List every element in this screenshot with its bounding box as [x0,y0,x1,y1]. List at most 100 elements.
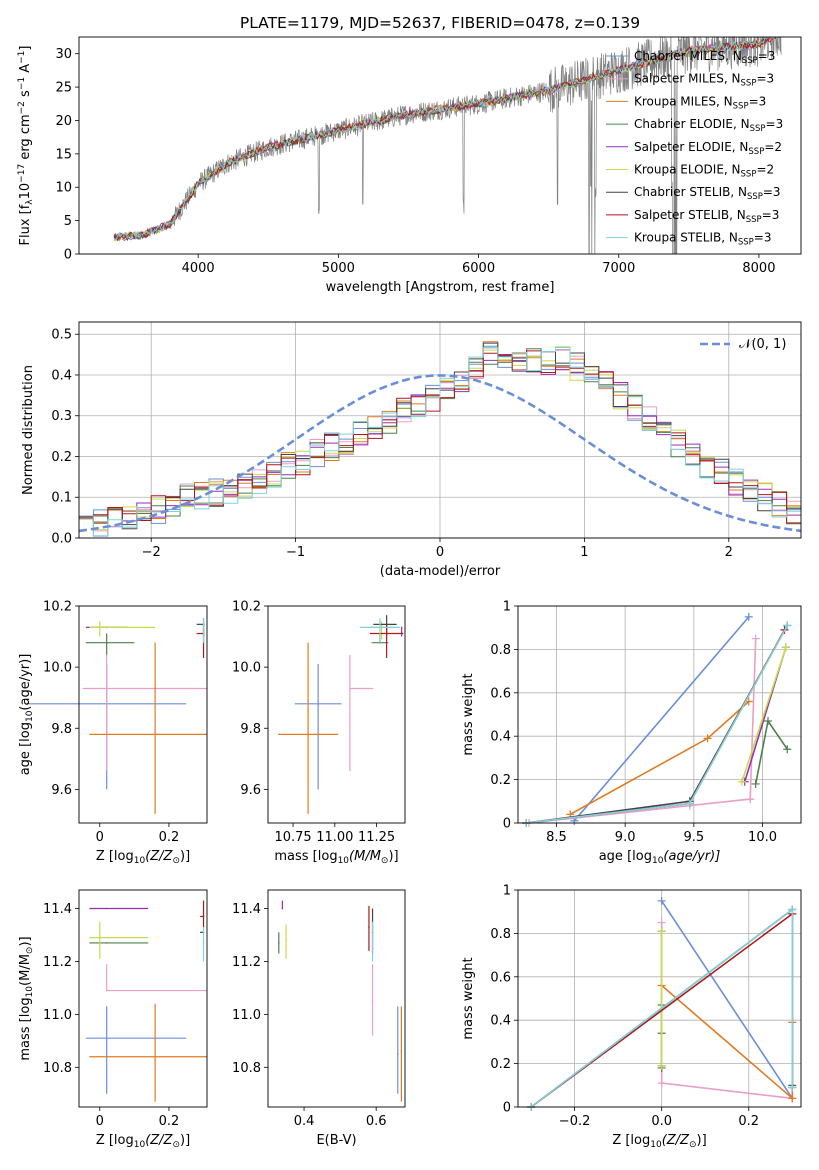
weight-marker [703,734,712,743]
y-tick-label: 9.6 [240,783,261,798]
legend-label: Chabrier MILES, N [634,49,742,63]
y-axis-label: mass weight [461,957,476,1039]
label-part: ⊙ [172,856,180,866]
data-point [349,687,351,690]
legend-sub: SSP [741,79,757,89]
label-part: 10 [134,1140,146,1150]
axes-frame [78,36,802,255]
label-part: ] [18,46,33,51]
x-axis-label: age [log10(age/yr)] [599,849,721,866]
axes-frame [267,889,406,1108]
label-part: (M/M [349,849,381,864]
x-tick-label: −0.2 [559,1114,591,1129]
data-point [105,989,108,992]
legend-label: Kroupa STELIB, N [634,231,738,245]
y-tick-label: 10.0 [43,661,72,676]
label-part: (age/yr)] [18,654,33,711]
legend-sub: SSP [750,124,766,134]
y-tick-label: 0.3 [51,409,72,424]
data-point [154,733,156,736]
age-vs-mass-panel: 10.75 11.00 11.25 9.6 9.8 10.0 10.2 mass [log10… [232,600,406,866]
x-tick-label: 0.4 [294,1114,315,1129]
y-tick-label: 0 [64,248,72,263]
spectrum-panel: 4000 5000 6000 7000 8000 0 5 10 15 20 25 30 waveleng… [17,36,802,295]
data-point [385,632,388,635]
weight-marker [783,621,792,630]
label-part: mass [log [274,849,337,864]
label-part: (Z/Z [145,1133,173,1148]
legend-suffix: =3 [762,208,780,222]
y-tick-label: 0.1 [51,491,72,506]
y-tick-label: 30 [55,47,72,62]
label-part: 10 [650,1140,662,1150]
data-point [307,733,309,736]
x-tick-label: 10.75 [274,830,311,845]
x-tick-label: 9.0 [615,830,636,845]
label-part: Z [log [96,849,134,864]
legend-entry: Chabrier STELIB, NSSP=3 [634,185,781,202]
weight-line [661,900,793,1099]
x-tick-label: 4000 [182,261,215,276]
legend-suffix: =3 [756,72,774,86]
x-tick-label: −1 [286,545,305,560]
label-part: )] [180,1133,190,1148]
x-tick-label: 0 [436,545,444,560]
weight-marker [657,927,666,936]
spectrum-plot-area [113,37,782,254]
label-part: Z [log [612,1133,650,1148]
legend-suffix: =3 [749,94,767,108]
weight-line [660,922,793,1100]
legend-label: Salpeter MILES, N [634,72,741,86]
weight-marker [657,918,666,927]
label-part: )] [180,849,190,864]
label-part: ⊙ [25,947,35,955]
legend-sub: SSP [738,238,754,248]
weight-line [661,984,794,1101]
y-tick-label: 0.0 [51,532,72,547]
legend-label: Kroupa ELODIE, N [634,163,741,177]
data-point [379,626,381,629]
legend-label: Chabrier STELIB, N [634,185,747,199]
label-part: erg cm [18,114,33,163]
label-part: s [18,90,33,101]
legend-sub: SSP [748,147,764,157]
mass-vs-ebv-panel: 0.4 0.6 10.8 11.0 11.2 11.4 E(B-V) [232,889,406,1148]
label-part: 10 [25,710,35,722]
label-part: Flux [f [18,204,33,245]
x-axis-label: Z [log10(Z/Z⊙)] [612,1133,706,1150]
y-tick-label: 11.0 [232,1008,261,1023]
legend-entry: Kroupa MILES, NSSP=3 [634,94,766,111]
y-tick-label: 0.2 [490,1057,511,1072]
data-point [278,942,280,944]
y-tick-label: 0.2 [490,773,511,788]
label-part: −1 [17,51,27,64]
y-tick-label: 15 [55,147,72,162]
model-spectrum-line [113,37,777,241]
x-tick-label: 11.25 [358,830,395,845]
y-tick-label: 0 [503,1101,511,1116]
label-part: ⊙ [172,1140,180,1150]
weight-marker [788,1083,797,1092]
legend-label: Chabrier ELODIE, N [634,117,750,131]
data-point [400,626,403,629]
data-point [105,641,108,644]
axes-frame [78,605,208,824]
weight-marker [657,1061,666,1070]
x-axis-label: Z [log10(Z/Z⊙)] [96,849,190,866]
label-part: 10 [134,856,146,866]
y-tick-label: 11.0 [43,1008,72,1023]
y-tick-label: 9.8 [240,722,261,737]
label-part: (M/M [18,954,33,986]
weight-vs-age-panel: 8.5 9.0 9.5 10.0 0 0.2 0.4 0.6 0.8 1 age [log10(ag… [461,600,802,866]
x-tick-label: 0.2 [738,1114,759,1129]
x-tick-label: 9.5 [684,830,705,845]
y-tick-label: 10.2 [232,600,261,615]
y-tick-label: 5 [64,214,72,229]
label-part: mass [log [18,997,33,1060]
weight-marker [657,896,666,905]
x-axis-label: E(B-V) [316,1133,356,1148]
data-point [105,942,108,944]
weight-line [569,700,750,816]
label-part: 10 [338,856,350,866]
x-axis-label: Z [log10(Z/Z⊙)] [96,1133,190,1150]
